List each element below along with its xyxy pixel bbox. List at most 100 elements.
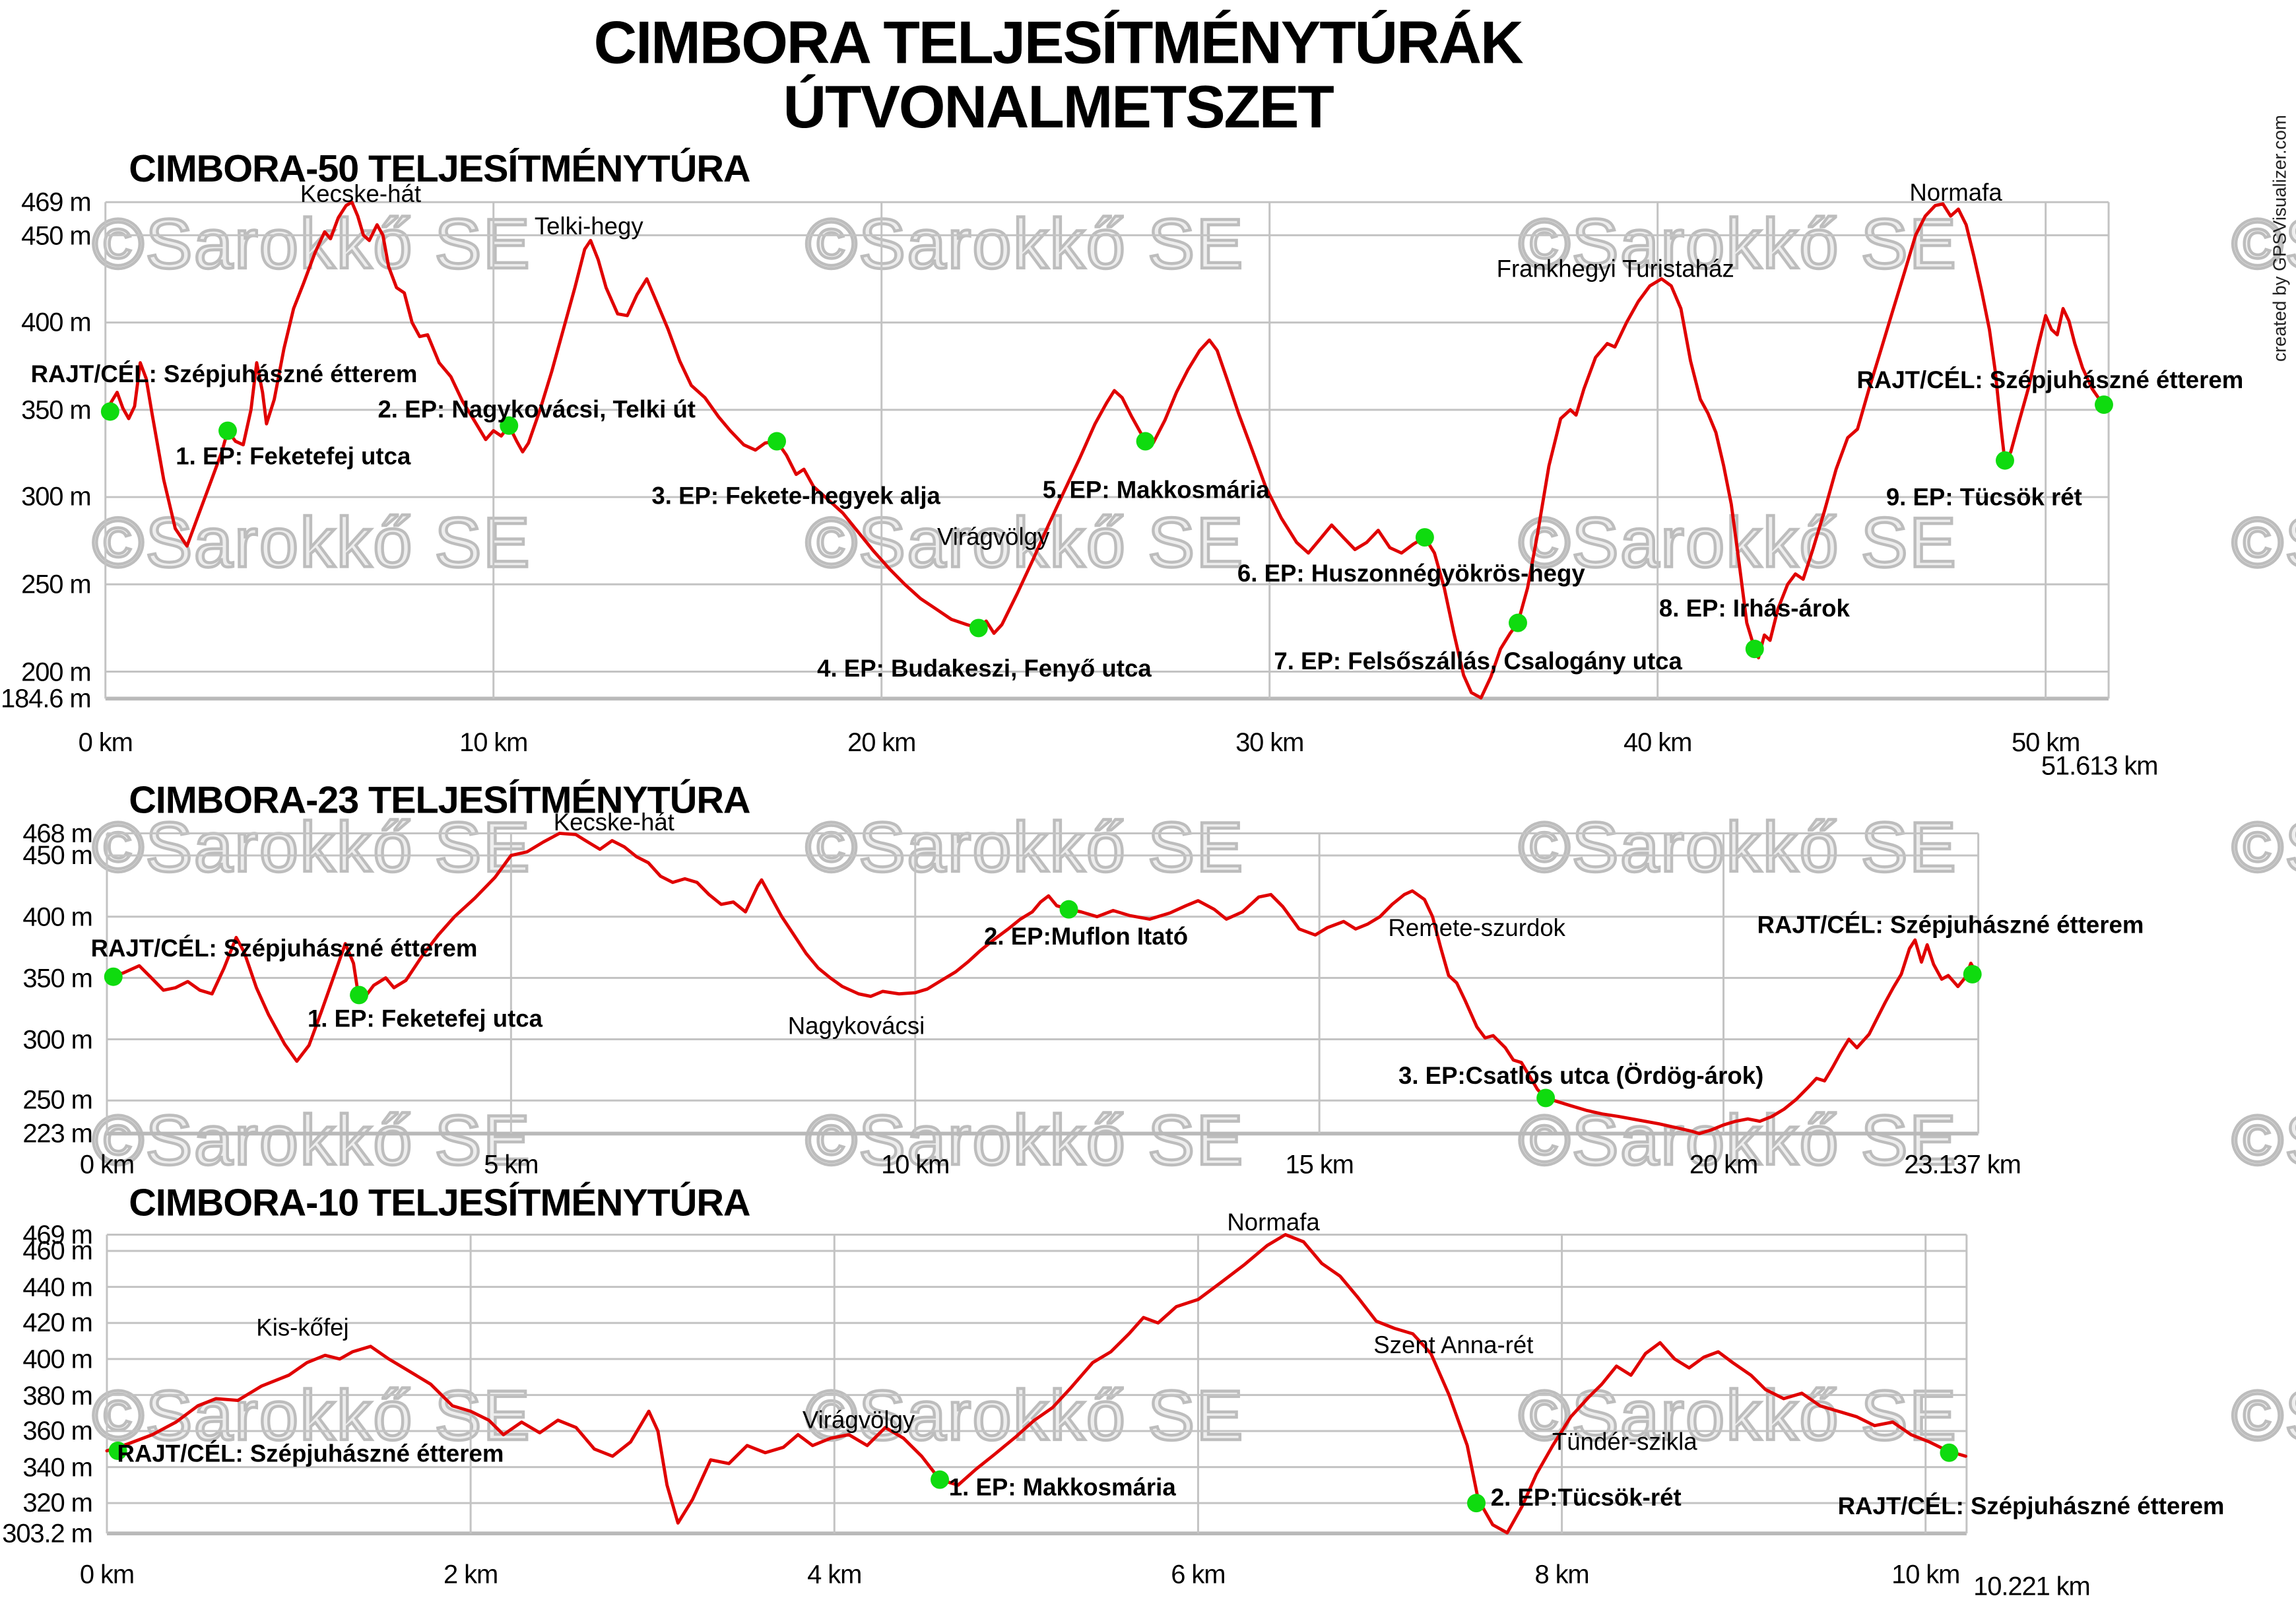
watermark-text: ©Sarokkő SE [91,205,532,286]
checkpoint-marker [768,432,787,451]
checkpoint-marker [1963,964,1982,984]
x-axis-label: 4 km [807,1560,862,1589]
checkpoint-marker [1415,528,1434,547]
x-axis-label: 0 km [79,1149,135,1180]
chart-heading-cimbora-23: CIMBORA-23 TELJESÍTMÉNYTÚRA [129,778,750,822]
x-axis-label: 10.221 km [1973,1571,2091,1601]
y-axis-label: 460 m [22,1236,93,1266]
chart-annotation: 3. EP:Csatlós utca (Ördög-árok) [1398,1063,1764,1090]
y-axis-label: 250 m [21,570,92,599]
checkpoint-marker [931,1470,950,1489]
chart-annotation: 5. EP: Makkosmária [1042,477,1270,504]
chart-heading-cimbora-10: CIMBORA-10 TELJESÍTMÉNYTÚRA [129,1180,750,1224]
y-axis-label: 360 m [22,1416,93,1446]
watermark-text: ©Sarokkő SE [804,205,1245,286]
checkpoint-marker [350,985,369,1005]
y-axis-label: 340 m [22,1452,93,1482]
watermark-text: ©Sarokkő SE [91,1377,532,1457]
watermark-text: ©Sarokkő SE [2230,205,2296,286]
credit-text: created by GPSVisualizer.com [2270,114,2291,362]
chart-annotation: 7. EP: Felsőszállás, Csalogány utca [1274,648,1682,675]
checkpoint-marker [218,421,238,440]
page-title-line1: CIMBORA TELJESÍTMÉNYTÚRÁK [593,9,1524,77]
watermark-text: ©Sarokkő SE [91,809,532,889]
watermark-text: ©Sarokkő SE [1517,1102,1958,1182]
x-axis-label: 10 km [881,1149,950,1180]
chart-annotation: Virágvölgy [937,524,1050,551]
x-axis-label: 5 km [484,1149,539,1180]
checkpoint-marker [1467,1494,1486,1513]
y-axis-label: 223 m [22,1119,93,1149]
checkpoint-marker [1536,1088,1556,1108]
y-axis-label: 380 m [22,1380,93,1410]
x-axis-label: 23.137 km [1904,1149,2021,1180]
checkpoint-marker [2094,395,2113,415]
chart-annotation: Remete-szurdok [1388,915,1566,942]
y-axis-label: 420 m [22,1308,93,1338]
watermark-text: ©Sarokkő SE [2230,809,2296,889]
chart-heading-cimbora-50: CIMBORA-50 TELJESÍTMÉNYTÚRA [129,146,750,191]
chart-annotation: Frankhegyi Turistaház [1496,256,1734,283]
chart-annotation: 6. EP: Huszonnégyökrös-hegy [1237,560,1585,587]
watermark-text: ©Sarokkő SE [1517,809,1958,889]
chart-annotation: 2. EP:Tücsök-rét [1490,1485,1682,1512]
chart-annotation: RAJT/CÉL: Szépjuhászné étterem [1856,367,2244,394]
chart-annotation: Kecske-hát [553,809,674,836]
x-axis-label: 50 km [2012,727,2080,758]
watermark-text: ©Sarokkő SE [2230,1102,2296,1182]
page-title-line2: ÚTVONALMETSZET [783,73,1334,141]
y-axis-label: 303.2 m [2,1518,93,1549]
x-axis-label: 30 km [1235,727,1304,758]
elevation-profile-0 [104,200,2110,700]
elevation-profile-1 [105,832,1979,1135]
chart-annotation: Nagykovácsi [787,1013,925,1040]
chart-annotation: Kis-kőfej [256,1315,349,1342]
y-axis-label: 300 m [22,1024,93,1054]
x-axis-label: 15 km [1285,1149,1354,1180]
chart-annotation: 4. EP: Budakeszi, Fenyő utca [817,656,1152,683]
watermark-text: ©Sarokkő SE [2230,1377,2296,1457]
chart-annotation: RAJT/CÉL: Szépjuhászné étterem [30,362,418,388]
chart-annotation: Szent Anna-rét [1373,1333,1534,1360]
chart-annotation: RAJT/CÉL: Szépjuhászné étterem [117,1441,504,1468]
chart-annotation: Normafa [1227,1209,1320,1236]
chart-annotation: 2. EP: Nagykovácsi, Telki út [377,397,696,424]
watermark-text: ©Sarokkő SE [804,1377,1245,1457]
y-axis-label: 450 m [22,840,93,871]
x-axis-label: 20 km [1689,1149,1758,1180]
checkpoint-marker [1940,1443,1959,1462]
x-axis-label: 10 km [1891,1560,1960,1589]
elevation-profile-2 [105,1233,1967,1535]
chart-annotation: Virágvölgy [802,1407,915,1434]
x-axis-label: 10 km [459,727,528,758]
y-axis-label: 350 m [21,395,92,425]
chart-annotation: 1. EP: Makkosmária [948,1475,1176,1502]
watermark-text: ©Sarokkő SE [804,504,1245,584]
chart-annotation: RAJT/CÉL: Szépjuhászné étterem [90,935,478,962]
watermark-text: ©Sarokkő SE [91,1102,532,1182]
watermark-text: ©Sarokkő SE [804,809,1245,889]
x-axis-label: 2 km [443,1560,498,1589]
watermark-text: ©Sarokkő SE [1517,1377,1958,1457]
checkpoint-marker [500,416,519,435]
x-axis-label: 20 km [847,727,916,758]
checkpoint-marker [1745,640,1764,659]
watermark-text: ©Sarokkő SE [2230,504,2296,584]
y-axis-label: 300 m [21,482,92,512]
chart-annotation: Kecske-hát [300,182,422,209]
checkpoint-marker [1059,900,1078,919]
chart-annotation: 3. EP: Fekete-hegyek alja [651,483,940,510]
chart-annotation: 8. EP: Irhás-árok [1658,596,1850,622]
checkpoint-marker [108,1441,127,1460]
y-axis-label: 400 m [22,1344,93,1374]
chart-annotation: Telki-hegy [534,213,643,240]
y-axis-label: 400 m [21,308,92,337]
checkpoint-marker [104,967,123,986]
chart-annotation: 1. EP: Feketefej utca [176,444,411,471]
chart-annotation: Tündér-szikla [1552,1429,1697,1456]
chart-annotation: 1. EP: Feketefej utca [307,1006,543,1033]
